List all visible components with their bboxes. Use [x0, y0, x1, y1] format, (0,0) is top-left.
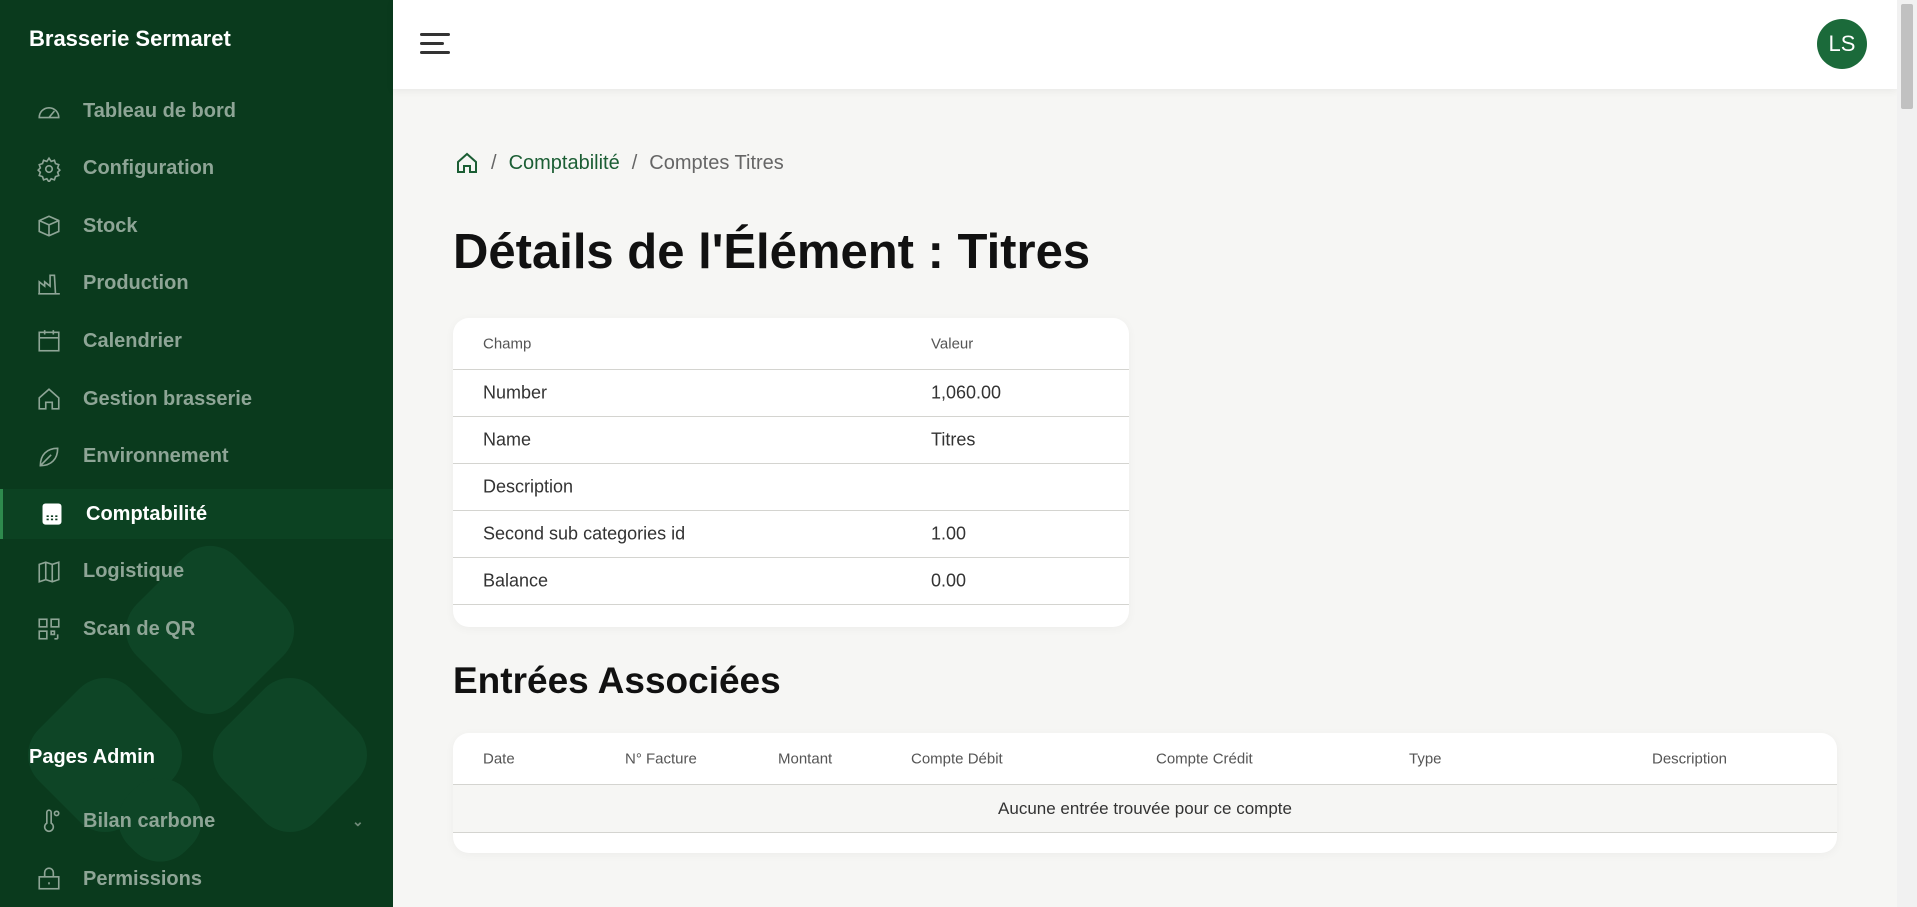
sidebar-item-stock[interactable]: Stock — [0, 201, 393, 251]
breadcrumb-current: Comptes Titres — [649, 151, 784, 174]
sidebar-item-tableau-de-bord[interactable]: Tableau de bord — [0, 86, 393, 136]
sidebar-item-label: Stock — [83, 214, 138, 237]
table-row: Number 1,060.00 — [453, 370, 1129, 417]
sidebar-item-configuration[interactable]: Configuration — [0, 144, 393, 194]
factory-icon — [38, 274, 60, 295]
sidebar-item-label: Production — [83, 272, 189, 295]
column-header: Date — [483, 750, 515, 767]
chevron-down-icon[interactable]: ⌄ — [352, 812, 364, 829]
sidebar-item-label: Tableau de bord — [83, 99, 236, 122]
field-value: 0.00 — [931, 570, 967, 591]
gauge-icon — [38, 106, 60, 119]
leaf-icon — [39, 447, 59, 467]
field-name: Name — [483, 429, 532, 450]
user-avatar[interactable]: LS — [1817, 19, 1867, 69]
home-icon — [38, 388, 60, 410]
sidebar-item-comptabilite[interactable]: Comptabilité — [0, 489, 393, 540]
sidebar-item-production[interactable]: Production — [0, 259, 393, 309]
sidebar-item-calendrier[interactable]: Calendrier — [0, 316, 393, 366]
field-value: Titres — [931, 429, 976, 450]
empty-row: Aucune entrée trouvée pour ce compte — [453, 785, 1837, 833]
table-header: Champ Valeur — [453, 318, 1129, 370]
sidebar-item-label: Logistique — [83, 560, 185, 583]
brand-name: Brasserie Sermaret — [29, 26, 231, 51]
field-name: Number — [483, 382, 548, 403]
menu-toggle-button[interactable] — [420, 33, 450, 55]
sidebar-item-bilan-carbone[interactable]: Bilan carbone ⌄ — [0, 796, 393, 846]
sidebar: Brasserie Sermaret Tableau de bord Config… — [0, 0, 393, 907]
box-icon — [38, 215, 60, 237]
field-value: 1,060.00 — [931, 382, 1002, 403]
sidebar-item-environnement[interactable]: Environnement — [0, 432, 393, 482]
calendar-icon — [38, 330, 60, 352]
entries-title: Entrées Associées — [453, 660, 781, 701]
details-table: Champ Valeur Number 1,060.00 Name Titres Des… — [453, 318, 1129, 627]
page-title: Détails de l'Élément : Titres — [453, 225, 1091, 279]
sidebar-item-logistique[interactable]: Logistique — [0, 547, 393, 597]
breadcrumb-comptabilite-link[interactable]: Comptabilité — [508, 151, 620, 174]
table-row: Balance 0.00 — [453, 558, 1129, 605]
qr-icon — [38, 618, 60, 640]
column-header: Compte Débit — [911, 750, 1003, 767]
column-header: Type — [1409, 750, 1442, 767]
table-header: Date N° Facture Montant Compte Débit Compte … — [453, 733, 1837, 785]
thermometer-icon — [43, 809, 60, 833]
sidebar-item-label: Gestion brasserie — [83, 387, 252, 410]
admin-section-title: Pages Admin — [29, 746, 155, 768]
column-header: Description — [1652, 750, 1728, 767]
column-header: Valeur — [931, 335, 974, 352]
field-name: Balance — [483, 570, 549, 591]
field-name: Description — [483, 476, 574, 497]
column-header: Compte Crédit — [1156, 750, 1253, 767]
sidebar-item-permissions[interactable]: Permissions — [0, 854, 393, 904]
sidebar-item-scan-de-qr[interactable]: Scan de QR — [0, 604, 393, 654]
field-name: Second sub categories id — [483, 523, 686, 544]
sidebar-item-gestion-brasserie[interactable]: Gestion brasserie — [0, 374, 393, 424]
scrollbar[interactable] — [1897, 0, 1917, 907]
sidebar-item-label: Bilan carbone — [83, 809, 216, 832]
sidebar-item-label: Calendrier — [83, 329, 182, 352]
entries-table: Date N° Facture Montant Compte Débit Compte … — [453, 733, 1837, 853]
gear-icon — [37, 156, 61, 182]
table-row: Name Titres — [453, 417, 1129, 464]
top-header: LS — [393, 0, 1897, 89]
column-header: Montant — [778, 750, 833, 767]
calculator-icon — [42, 503, 62, 525]
sidebar-item-label: Comptabilité — [86, 502, 208, 525]
column-header: N° Facture — [625, 750, 697, 767]
breadcrumb-separator: / — [491, 151, 497, 174]
lock-icon — [38, 867, 60, 890]
field-value: 1.00 — [931, 523, 967, 544]
home-icon[interactable] — [455, 151, 479, 175]
map-icon — [38, 560, 60, 583]
sidebar-item-label: Environnement — [83, 445, 229, 468]
sidebar-item-label: Configuration — [83, 157, 215, 180]
column-header: Champ — [483, 335, 532, 352]
breadcrumb: / Comptabilité / Comptes Titres — [455, 151, 784, 175]
table-row: Second sub categories id 1.00 — [453, 511, 1129, 558]
sidebar-item-label: Permissions — [83, 867, 202, 890]
scrollbar-thumb[interactable] — [1901, 4, 1913, 109]
sidebar-item-label: Scan de QR — [83, 617, 196, 640]
table-row: Description — [453, 464, 1129, 511]
breadcrumb-separator: / — [631, 151, 638, 174]
